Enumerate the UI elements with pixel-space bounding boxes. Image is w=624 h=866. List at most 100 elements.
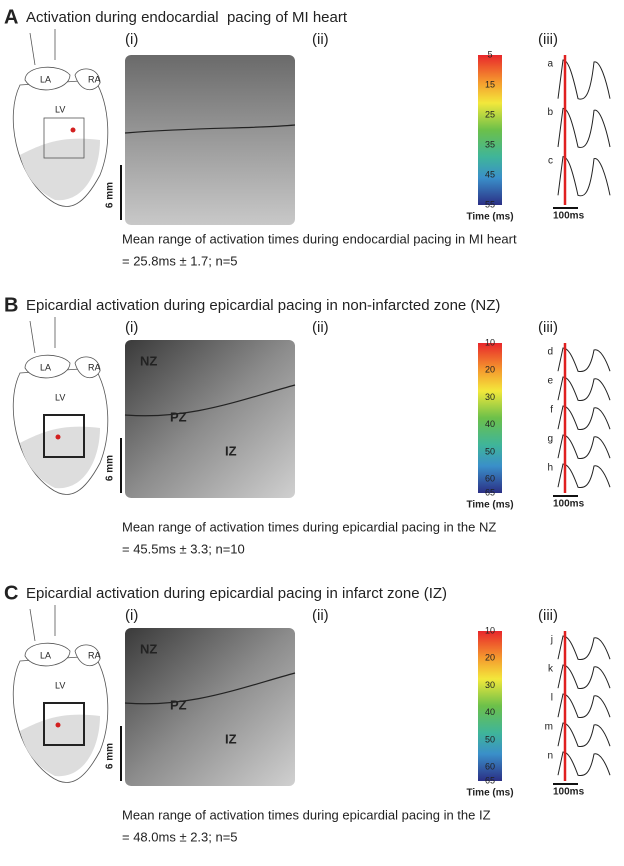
stimulus-star: [334, 400, 346, 412]
pace-site: [71, 128, 76, 133]
colorbar-tick: 35: [485, 139, 495, 149]
colorbar-tick: 20: [485, 365, 495, 375]
map-label: (ii): [312, 319, 329, 336]
contour: [382, 75, 472, 145]
panel-title: Epicardial activation during epicardial …: [26, 585, 447, 602]
image-label: (i): [125, 31, 138, 48]
contour: [375, 693, 439, 733]
contour: [300, 368, 380, 438]
pace-site: [56, 723, 61, 728]
map-point: [382, 168, 385, 171]
map-bg: [315, 55, 465, 210]
map-axis-line: [321, 399, 465, 461]
map-point-label: f: [385, 417, 388, 428]
heart-label: LA: [40, 74, 51, 84]
region-label: IZ: [225, 443, 237, 458]
contour: [391, 705, 435, 729]
photo: [125, 55, 295, 225]
map-point-label: d: [321, 384, 327, 395]
map-axis-line: [320, 688, 463, 737]
colorbar-tick: 30: [485, 392, 495, 402]
scale-label: 6 mm: [105, 455, 116, 481]
colorbar-tick: 55: [485, 199, 495, 209]
caption: Mean range of activation times during en…: [122, 231, 517, 246]
colorbar-tick: 40: [485, 419, 495, 429]
map-point-label: g: [415, 429, 421, 440]
heart-label: LV: [55, 104, 65, 114]
colorbar-title: Time (ms): [466, 500, 513, 511]
colorbar-tick: 50: [485, 446, 495, 456]
contour: [355, 475, 425, 511]
panel-letter: C: [4, 582, 18, 604]
colorbar: [478, 55, 502, 205]
time-scale-label: 100ms: [553, 499, 585, 510]
heart-diagram: LA RA LV: [13, 317, 108, 495]
region-label: NZ: [140, 353, 157, 368]
caption: = 48.0ms ± 2.3; n=5: [122, 829, 238, 844]
caption: = 45.5ms ± 3.3; n=10: [122, 541, 245, 556]
heart-label: RA: [88, 362, 101, 372]
image-label: (i): [125, 607, 138, 624]
map-bg: [315, 343, 465, 498]
contour: [330, 661, 450, 751]
lead-label: c: [548, 155, 553, 166]
contour: [335, 463, 455, 523]
page: AActivation during endocardial pacing of…: [0, 0, 624, 866]
colorbar-tick: 65: [485, 487, 495, 497]
colorbar-tick: 60: [485, 474, 495, 484]
colorbar-title: Time (ms): [466, 788, 513, 799]
time-scale-label: 100ms: [553, 211, 585, 222]
lead-label: h: [547, 463, 553, 474]
lead-label: f: [550, 405, 553, 416]
contour: [321, 390, 349, 412]
map-point-label: k: [343, 682, 349, 693]
heart-label: LV: [55, 680, 65, 690]
lead-label: g: [547, 434, 553, 445]
map-point-label: a: [372, 78, 378, 89]
region-label: NZ: [140, 641, 157, 656]
stimulus-star: [394, 720, 406, 732]
heart-diagram: LA RA LV: [13, 29, 108, 207]
traces-label: (iii): [538, 319, 558, 336]
heart-label: RA: [88, 74, 101, 84]
pace-site: [56, 435, 61, 440]
contour: [405, 611, 485, 671]
heart-label: LA: [40, 650, 51, 660]
colorbar-title: Time (ms): [466, 212, 513, 223]
colorbar-tick: 5: [487, 49, 492, 59]
region-label: PZ: [170, 697, 187, 712]
region-label: IZ: [225, 731, 237, 746]
lead-label: j: [550, 635, 553, 646]
scale-label: 6 mm: [105, 743, 116, 769]
heart-diagram: LARALV: [13, 605, 108, 783]
map-point-label: b: [372, 123, 378, 134]
lead-label: k: [548, 664, 554, 675]
panel: C Epicardial activation during epicardial…: [4, 582, 610, 844]
scale-label: 6 mm: [105, 182, 116, 208]
traces-label: (iii): [538, 607, 558, 624]
map-point-label: m: [413, 706, 421, 717]
colorbar-tick: 60: [485, 762, 495, 772]
map-label: (ii): [312, 607, 329, 624]
map-point-label: j: [319, 673, 322, 684]
panel-title: Epicardial activation during epicardial …: [26, 297, 500, 314]
lead-label: m: [545, 722, 553, 733]
caption: Mean range of activation times during ep…: [122, 807, 491, 822]
lead-label: n: [547, 751, 553, 762]
map-point: [382, 81, 385, 84]
colorbar-tick: 10: [485, 625, 495, 635]
map-point-label: c: [373, 165, 378, 176]
lead-label: a: [547, 59, 553, 70]
colorbar-tick: 40: [485, 707, 495, 717]
map-label: (ii): [312, 31, 329, 48]
lead-label: l: [551, 693, 553, 704]
colorbar-tick: 15: [485, 79, 495, 89]
figure: AActivation during endocardial pacing of…: [0, 0, 624, 861]
colorbar-tick: 50: [485, 734, 495, 744]
heart-label: LV: [55, 392, 65, 402]
contour: [410, 96, 450, 124]
map-point-label: n: [458, 723, 464, 734]
heart-label: LA: [40, 362, 51, 372]
